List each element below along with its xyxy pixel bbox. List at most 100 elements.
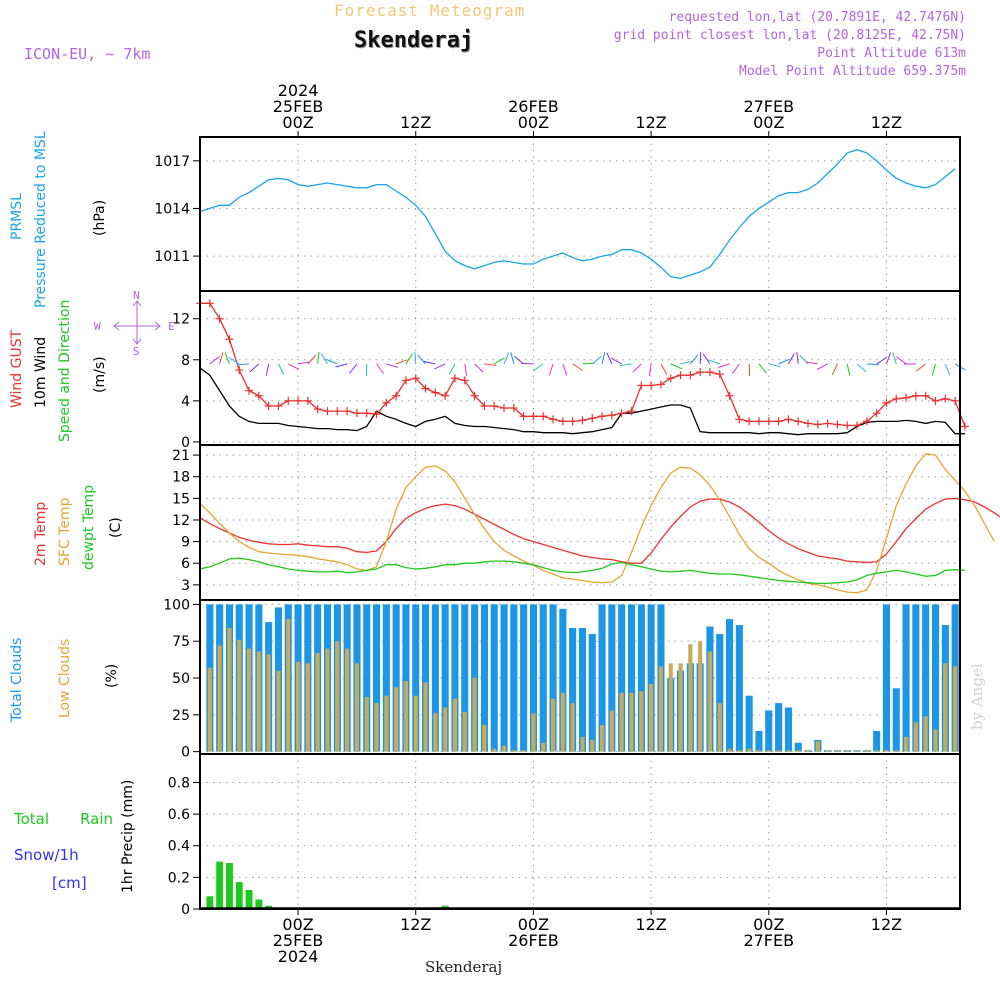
wind-direction-arrow: [632, 363, 642, 373]
low-cloud-bar: [403, 681, 408, 752]
y-tick-label: 15: [172, 491, 190, 507]
gust-point: [294, 396, 303, 405]
gust-point: [303, 396, 312, 405]
wind-direction-arrow: [448, 363, 456, 375]
y-tick-label: 100: [163, 597, 190, 613]
total-cloud-bar: [794, 742, 802, 752]
total-cloud-bar: [902, 604, 910, 752]
total-cloud-bar: [431, 604, 439, 752]
gust-point: [539, 412, 548, 421]
wind-direction-arrow: [307, 354, 317, 365]
low-cloud-bar: [217, 645, 222, 752]
gust-point: [931, 396, 940, 405]
total-cloud-bar: [598, 604, 606, 752]
low-cloud-bar: [649, 683, 654, 752]
low-cloud-bar: [374, 703, 379, 752]
total-cloud-bar: [755, 731, 763, 752]
wind-direction-arrow: [816, 363, 828, 370]
temperature-panel: 3 6 9 12 15 18 21: [172, 448, 1000, 594]
precip-unit: 1hr Precip (mm): [120, 779, 136, 893]
temp-2m-line: [199, 497, 1000, 564]
y-tick-label: 50: [172, 671, 190, 687]
compass-south: S: [133, 345, 140, 358]
compass-arrows-icon: [113, 300, 161, 345]
gust-point: [794, 417, 803, 426]
gust-point: [254, 391, 263, 400]
gust-point: [245, 386, 254, 395]
low-cloud-bar: [560, 692, 565, 752]
gust-point: [490, 401, 499, 410]
wind-direction-arrow: [474, 363, 484, 373]
total-cloud-bar: [422, 604, 430, 752]
total-cloud-bar: [912, 604, 920, 752]
wind-gust-line: [200, 302, 966, 427]
bottom-time-label: 00Z: [518, 915, 549, 934]
wind-direction-arrow: [414, 351, 417, 364]
low-cloud-bar: [286, 619, 291, 752]
gust-point: [862, 417, 871, 426]
low-cloud-bar: [443, 707, 448, 752]
model-label: ICON-EU, ~ 7km: [24, 45, 151, 63]
rain-bar: [255, 899, 263, 909]
total-cloud-bar: [520, 604, 528, 752]
y-tick-label: 12: [172, 312, 190, 328]
gust-point: [421, 384, 430, 393]
low-cloud-bar: [658, 666, 663, 752]
precip-label-cm: [cm]: [52, 874, 87, 892]
wind-direction-arrow: [317, 351, 320, 364]
wind-direction-arrow: [386, 363, 398, 368]
gust-point: [921, 391, 930, 400]
bottom-time-label: 2024: [278, 947, 319, 966]
wind-label-10m: 10m Wind: [33, 336, 49, 408]
gust-point: [362, 409, 371, 418]
low-cloud-bar: [492, 748, 497, 752]
low-cloud-bar: [247, 648, 252, 752]
y-tick-label: 12: [172, 513, 190, 529]
precip-label-total: Total: [14, 810, 50, 828]
wind-direction-arrow: [484, 363, 497, 366]
bottom-time-label: 00Z: [753, 915, 784, 934]
wind-direction-arrow: [417, 354, 426, 365]
low-cloud-bar: [462, 711, 467, 752]
total-cloud-bar: [745, 695, 753, 752]
total-cloud-bar: [637, 604, 645, 752]
gust-point: [843, 421, 852, 430]
wind-direction-arrow: [464, 363, 468, 376]
gust-point: [588, 414, 597, 423]
wind-direction-arrow: [866, 363, 879, 366]
y-tick-label: 1011: [154, 249, 190, 265]
gust-point: [343, 407, 352, 416]
wind-direction-arrow: [591, 355, 602, 365]
wind-direction-arrow: [376, 363, 384, 374]
y-tick-label: 1014: [154, 201, 190, 217]
top-time-label: 2024: [278, 81, 319, 100]
low-cloud-bar: [501, 745, 506, 752]
low-cloud-bar: [815, 741, 820, 752]
wind-direction-arrow: [224, 352, 230, 365]
low-cloud-bar: [472, 678, 477, 752]
gust-point: [411, 374, 420, 383]
low-cloud-bar: [707, 651, 712, 752]
low-cloud-bar: [511, 750, 516, 752]
wind-direction-arrow: [648, 363, 652, 376]
gust-point: [774, 417, 783, 426]
wind-direction-arrow: [805, 361, 818, 365]
low-cloud-bar: [276, 670, 281, 752]
low-cloud-bar: [796, 750, 801, 752]
gust-point: [951, 396, 960, 405]
gust-point: [519, 412, 528, 421]
wind-direction-arrow: [548, 363, 554, 376]
wind-direction-arrow: [915, 363, 926, 372]
low-cloud-bar: [894, 750, 899, 752]
wind-direction-arrow: [510, 352, 515, 365]
wind-direction-arrow: [896, 356, 907, 365]
pressure-label-msl: Pressure Reduced to MSL: [33, 131, 49, 308]
low-cloud-bar: [756, 750, 761, 752]
compass-east: E: [168, 320, 175, 333]
total-cloud-bar: [716, 633, 724, 752]
total-cloud-bar: [647, 604, 655, 752]
gust-point: [274, 401, 283, 410]
low-cloud-bar: [747, 748, 752, 752]
low-cloud-bar: [786, 750, 791, 752]
